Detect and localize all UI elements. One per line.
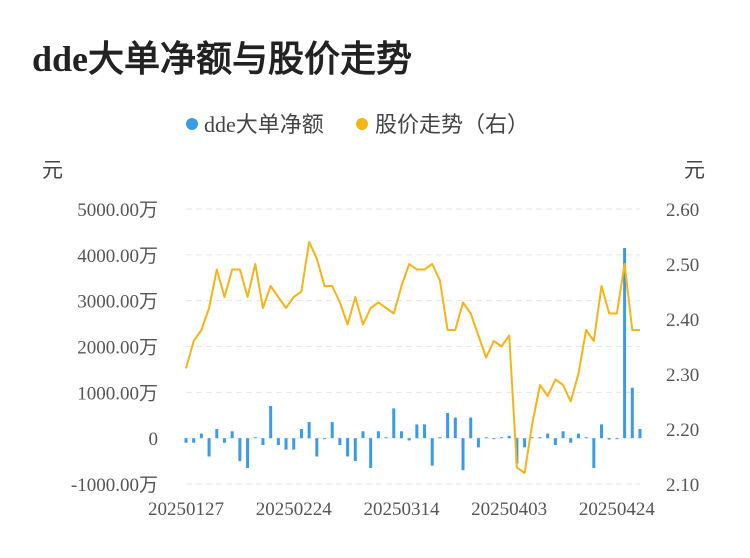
right-tick-label-1: 2.20	[666, 420, 699, 441]
x-axis-ticks: 20250127 20250224 20250314 20250403 20250424	[148, 499, 655, 520]
dde-bar-37	[469, 417, 473, 439]
dde-bar-42	[507, 435, 511, 439]
dde-bar-19	[330, 422, 334, 439]
dde-bar-49	[561, 431, 565, 439]
dde-bar-3	[207, 438, 211, 457]
legend-label-0: dde大单净额	[204, 112, 324, 137]
dde-bar-14	[292, 438, 296, 450]
dde-bar-57	[623, 247, 627, 439]
dde-bar-12	[276, 438, 280, 446]
dde-bar-48	[553, 438, 557, 446]
dde-bar-27	[392, 408, 396, 439]
x-tick-label-3: 20250403	[471, 499, 547, 520]
dde-bar-51	[576, 433, 580, 439]
price-line	[185, 241, 640, 474]
dde-bar-40	[492, 438, 496, 440]
dde-bar-38	[476, 438, 480, 448]
dde-bar-6	[230, 431, 234, 439]
dde-bar-31	[423, 424, 427, 439]
dde-bar-32	[430, 438, 434, 466]
dde-bar-2	[199, 433, 203, 439]
dde-bar-8	[246, 438, 250, 468]
left-tick-label-5: 4000.00万	[77, 246, 158, 267]
dde-bar-25	[376, 431, 380, 439]
x-tick-label-0: 20250127	[148, 499, 224, 520]
dde-bar-0	[184, 438, 188, 443]
right-tick-label-4: 2.50	[666, 255, 699, 276]
dde-bar-39	[484, 437, 488, 439]
dde-bar-52	[584, 437, 588, 439]
dde-bar-41	[499, 437, 503, 439]
dde-bar-21	[346, 438, 350, 457]
dde-bar-44	[523, 438, 527, 448]
dde-bar-17	[315, 438, 319, 457]
dde-bar-1	[192, 438, 196, 443]
x-tick-label-2: 20250314	[363, 499, 440, 520]
left-tick-label-6: 5000.00万	[77, 200, 158, 221]
dde-bar-34	[446, 412, 450, 439]
dde-bar-45	[530, 437, 534, 439]
right-tick-label-2: 2.30	[666, 365, 699, 386]
dde-bar-10	[261, 438, 265, 446]
dde-bar-47	[546, 433, 550, 439]
right-tick-label-3: 2.40	[666, 310, 699, 331]
dde-bar-7	[238, 438, 242, 462]
legend-label-1: 股价走势（右）	[375, 112, 529, 137]
dde-bar-15	[299, 429, 303, 439]
dde-bar-50	[569, 438, 573, 443]
dde-bar-54	[600, 424, 604, 439]
dde-bar-58	[630, 387, 634, 439]
price-line-path	[185, 241, 640, 474]
legend: dde大单净额 股价走势（右）	[186, 112, 529, 137]
dde-bar-9	[253, 437, 257, 439]
dde-bar-33	[438, 437, 442, 439]
left-tick-label-4: 3000.00万	[77, 292, 158, 313]
dde-bar-16	[307, 422, 311, 439]
dde-bar-4	[215, 429, 219, 439]
dde-bar-55	[607, 438, 611, 440]
left-tick-label-0: -1000.00万	[71, 475, 158, 496]
dde-bar-28	[399, 431, 403, 439]
left-tick-label-1: 0	[149, 429, 159, 450]
right-tick-label-0: 2.10	[666, 475, 699, 496]
right-axis-ticks: 2.10 2.20 2.30 2.40 2.50 2.60	[666, 200, 699, 496]
left-axis-ticks: -1000.00万 0 1000.00万 2000.00万 3000.00万 4000.0…	[71, 200, 158, 496]
dde-bar-24	[369, 438, 373, 468]
dde-bar-29	[407, 438, 411, 441]
dde-bar-11	[269, 406, 273, 439]
dde-bars	[184, 247, 642, 471]
x-tick-label-4: 20250424	[579, 499, 656, 520]
dde-bar-18	[323, 438, 327, 440]
dde-bar-30	[415, 424, 419, 439]
dde-bar-59	[638, 429, 642, 439]
dde-bar-35	[453, 417, 457, 439]
legend-marker-1	[356, 118, 368, 130]
dde-bar-22	[353, 438, 357, 462]
right-tick-label-5: 2.60	[666, 200, 699, 221]
dde-bar-20	[338, 438, 342, 446]
left-tick-label-2: 1000.00万	[77, 383, 158, 404]
dde-bar-26	[384, 437, 388, 439]
x-tick-label-1: 20250224	[256, 499, 333, 520]
legend-marker-0	[186, 118, 198, 130]
left-axis-unit: 元	[42, 158, 63, 182]
dde-bar-56	[615, 438, 619, 440]
dde-bar-53	[592, 438, 596, 468]
dde-bar-13	[284, 438, 288, 450]
left-tick-label-3: 2000.00万	[77, 338, 158, 359]
dde-bar-23	[361, 431, 365, 439]
right-axis-unit: 元	[684, 158, 705, 182]
chart-title: dde大单净额与股价走势	[32, 39, 413, 79]
dde-bar-5	[222, 438, 226, 443]
dde-bar-46	[538, 437, 542, 439]
dde-bar-36	[461, 438, 465, 471]
